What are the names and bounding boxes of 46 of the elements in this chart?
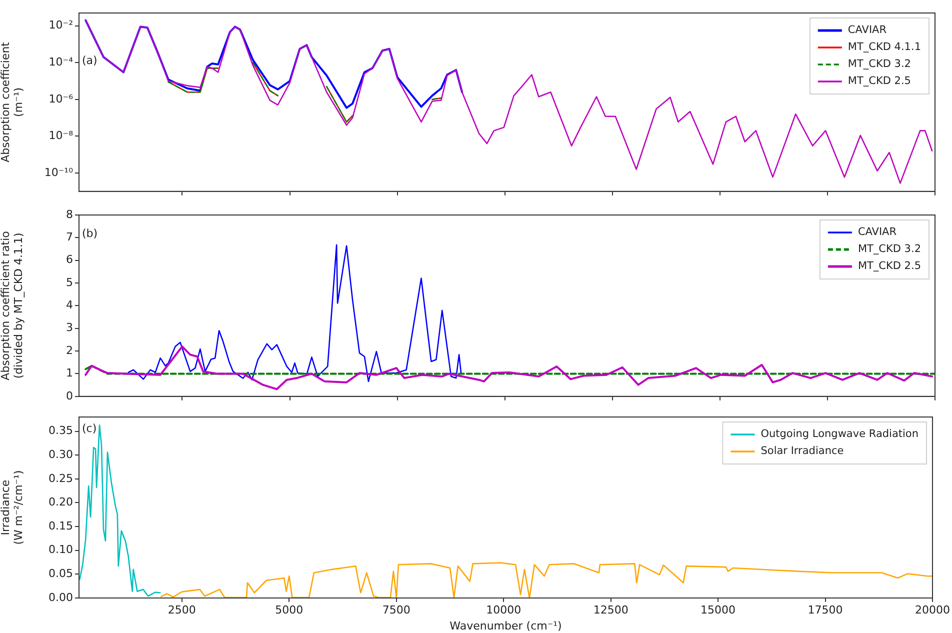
y-tick-label: 2 xyxy=(66,344,73,357)
y-axis-title: Absorption coefficient (m⁻¹) xyxy=(0,41,25,162)
legend-label: CAVIAR xyxy=(848,24,887,36)
x-tick-label: 10000 xyxy=(486,603,522,616)
x-tick-label: 17500 xyxy=(808,603,843,616)
y-tick-label: 10⁻⁴ xyxy=(48,56,74,69)
x-axis-title: Wavenumber (cm⁻¹) xyxy=(450,619,562,632)
annotation: (b) xyxy=(82,226,98,240)
x-tick-label: 20000 xyxy=(915,603,950,616)
legend-label: Solar Irradiance xyxy=(760,445,844,458)
legend-label: MT_CKD 3.2 xyxy=(858,243,921,256)
y-tick-label: 0.15 xyxy=(48,519,73,532)
y-tick-label: 6 xyxy=(66,253,73,266)
legend-label: Outgoing Longwave Radiation xyxy=(760,428,919,440)
annotation: (a) xyxy=(82,54,98,67)
x-tick-label: 7500 xyxy=(382,603,410,616)
annotation: (c) xyxy=(82,422,97,435)
y-tick-label: 0.20 xyxy=(48,496,73,509)
y-tick-label: 10⁻² xyxy=(48,18,73,32)
y-tick-label: 0.25 xyxy=(48,472,73,485)
y-tick-label: 7 xyxy=(66,230,73,244)
y-tick-label: 4 xyxy=(66,298,73,312)
y-tick-label: 0.35 xyxy=(48,424,73,438)
legend-label: MT_CKD 4.1.1 xyxy=(848,41,922,54)
x-tick-label: 15000 xyxy=(700,603,736,616)
x-tick-label: 5000 xyxy=(275,603,304,616)
y-tick-label: 0.10 xyxy=(48,543,73,556)
y-tick-label: 3 xyxy=(66,321,73,334)
y-tick-label: 10⁻⁶ xyxy=(48,92,74,106)
y-tick-label: 8 xyxy=(66,208,73,221)
legend-label: MT_CKD 2.5 xyxy=(848,75,911,88)
y-axis-title: Irradiance (W m⁻²/cm⁻¹) xyxy=(0,470,25,545)
y-tick-label: 0.05 xyxy=(48,567,73,580)
x-tick-label: 12500 xyxy=(593,603,628,616)
legend-label: CAVIAR xyxy=(858,226,897,238)
y-axis-title: Absorption coefficient ratio (divided by MT_CKD 4.1.1) xyxy=(0,230,25,380)
y-tick-label: 1 xyxy=(66,366,73,380)
legend-label: MT_CKD 2.5 xyxy=(858,260,921,272)
y-tick-label: 0.30 xyxy=(48,448,73,461)
legend-label: MT_CKD 3.2 xyxy=(848,58,911,70)
y-tick-label: 10⁻¹⁰ xyxy=(44,166,74,179)
y-tick-label: 5 xyxy=(66,276,73,289)
y-tick-label: 10⁻⁸ xyxy=(48,129,74,142)
y-tick-label: 0.00 xyxy=(48,590,73,604)
x-tick-label: 2500 xyxy=(168,603,196,616)
y-tick-label: 0 xyxy=(66,389,73,402)
